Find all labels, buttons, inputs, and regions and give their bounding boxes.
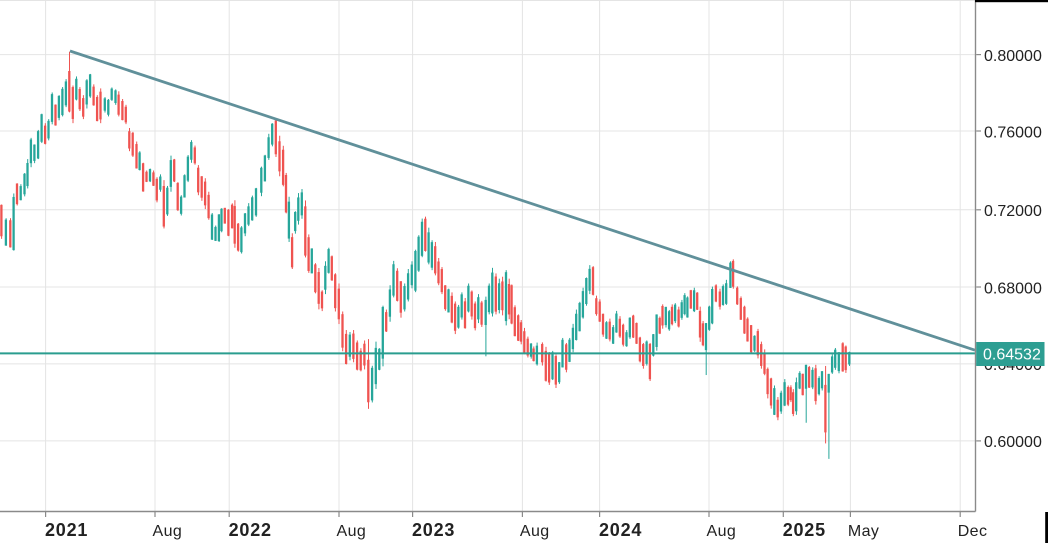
svg-text:2021: 2021 [45,520,88,540]
svg-text:0.72000: 0.72000 [984,203,1042,220]
svg-text:2023: 2023 [412,520,455,540]
svg-text:0.60000: 0.60000 [984,434,1042,451]
svg-text:2025: 2025 [783,520,826,540]
svg-text:Aug: Aug [153,523,183,540]
svg-text:2022: 2022 [229,520,272,540]
svg-text:2024: 2024 [599,520,642,540]
svg-text:0.68000: 0.68000 [984,280,1042,297]
svg-text:0.64532: 0.64532 [983,347,1041,364]
svg-text:0.80000: 0.80000 [984,48,1042,65]
svg-text:Aug: Aug [707,523,737,540]
svg-text:0.76000: 0.76000 [984,124,1042,141]
svg-text:Aug: Aug [520,523,550,540]
svg-text:Aug: Aug [337,523,367,540]
svg-text:May: May [848,523,879,540]
svg-text:Dec: Dec [958,523,988,540]
